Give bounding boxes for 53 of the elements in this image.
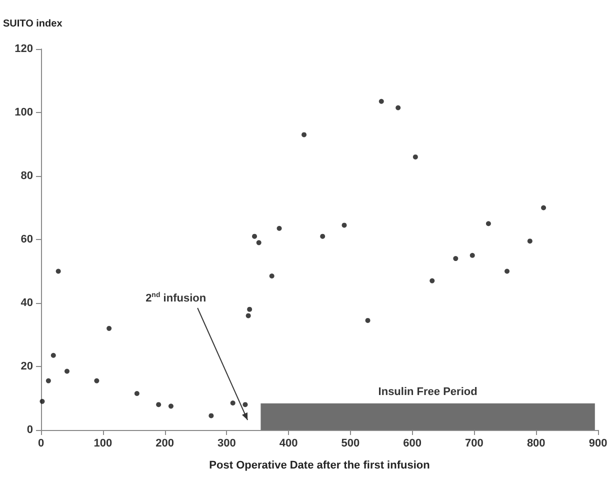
point — [396, 105, 401, 110]
point — [252, 234, 258, 239]
point — [342, 222, 347, 228]
point — [504, 268, 510, 274]
x-tick-label: 300 — [217, 438, 236, 450]
point — [486, 221, 491, 226]
point — [168, 404, 174, 409]
point — [365, 318, 370, 323]
point — [94, 378, 100, 384]
x-tick-label: 200 — [156, 438, 174, 450]
x-tick-label: 0 — [38, 438, 44, 450]
x-tick-label: 900 — [588, 438, 608, 450]
point — [106, 326, 112, 331]
x-axis-title: Post Operative Date after the first infusion — [209, 460, 430, 472]
point — [242, 402, 248, 408]
point — [541, 205, 546, 210]
band-label: Insulin Free Period — [378, 386, 478, 398]
point — [412, 154, 418, 160]
point — [302, 132, 307, 138]
point — [40, 398, 45, 404]
x-tick-label: 700 — [465, 438, 484, 450]
point — [453, 256, 458, 262]
point — [470, 252, 475, 258]
point — [50, 352, 56, 358]
point — [246, 313, 251, 318]
y-tick-label: 0 — [26, 424, 33, 436]
y-tick-label: 100 — [14, 106, 33, 118]
point — [134, 390, 140, 396]
y-tick-label: 60 — [20, 234, 33, 246]
point — [269, 274, 274, 279]
point — [64, 368, 70, 374]
x-tick-label: 800 — [526, 438, 546, 450]
x-tick-label: 100 — [94, 438, 112, 450]
point — [527, 238, 532, 244]
point — [46, 378, 51, 384]
y-axis-title: SUITO index — [3, 18, 63, 30]
point — [256, 240, 262, 246]
point — [320, 234, 326, 239]
point — [208, 413, 214, 418]
point — [430, 278, 435, 284]
point — [276, 226, 282, 231]
point — [156, 402, 162, 408]
y-tick-label: 120 — [14, 43, 33, 55]
point — [230, 400, 236, 406]
y-tick-label: 40 — [20, 297, 33, 309]
y-tick-label: 80 — [20, 170, 33, 182]
point — [56, 268, 61, 274]
x-tick-label: 600 — [403, 438, 422, 450]
point — [378, 98, 384, 104]
point — [247, 306, 252, 312]
x-tick-label: 500 — [341, 438, 360, 450]
x-tick-label: 400 — [279, 438, 298, 450]
y-tick-label: 20 — [20, 360, 33, 372]
